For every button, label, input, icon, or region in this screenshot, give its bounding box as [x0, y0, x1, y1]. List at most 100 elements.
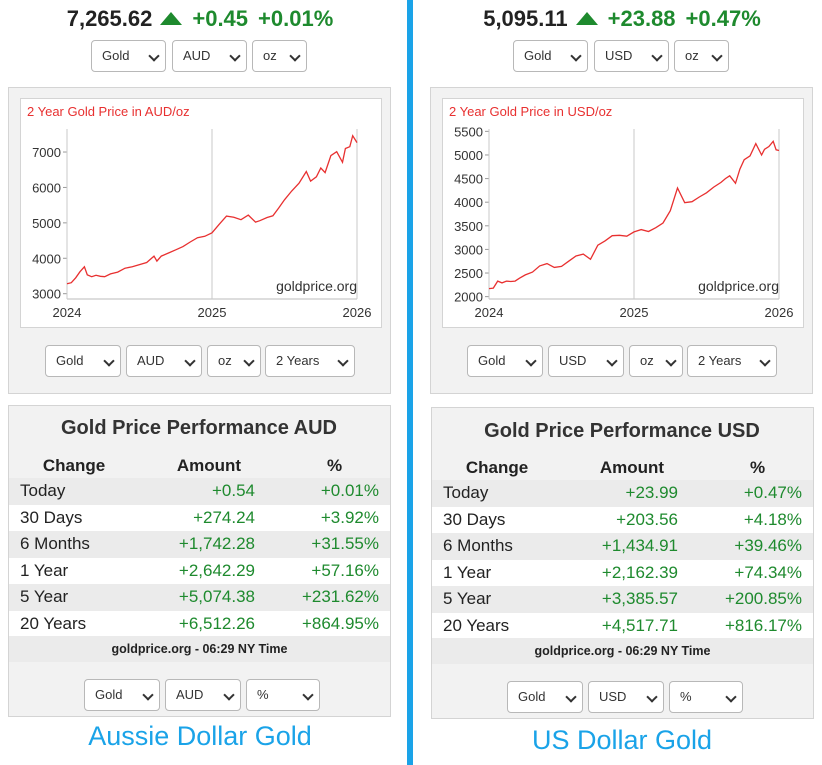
- y-tick-label: 2500: [454, 266, 483, 281]
- table-currency-select[interactable]: USD: [588, 681, 664, 713]
- chart-period-select[interactable]: 2 Years: [687, 345, 777, 377]
- chart-area: 2 Year Gold Price in AUD/oz 3000 4000 5000…: [20, 98, 382, 328]
- table-unit-select[interactable]: %: [246, 679, 320, 711]
- unit-select[interactable]: oz: [674, 40, 729, 72]
- y-tick-label: 5500: [454, 124, 483, 139]
- chart-metal-select[interactable]: Gold: [467, 345, 543, 377]
- percent-value: +39.46%: [702, 533, 813, 560]
- currency-select[interactable]: AUD: [172, 40, 247, 72]
- metal-select[interactable]: Gold: [91, 40, 166, 72]
- current-price: 7,265.62: [66, 6, 153, 31]
- table-row: 1 Year +2,162.39 +74.34%: [432, 559, 813, 586]
- y-tick-label: 3000: [454, 242, 483, 257]
- percent-value: +57.16%: [279, 557, 390, 584]
- chart-area: 2 Year Gold Price in USD/oz 2000 2500 3000…: [442, 98, 804, 328]
- chevron-down-icon: [223, 689, 235, 701]
- period-label: 20 Years: [9, 610, 139, 637]
- up-arrow-icon: [575, 12, 598, 26]
- chart-watermark: goldprice.org: [276, 278, 357, 294]
- table-row: Today +23.99 +0.47%: [432, 480, 813, 507]
- table-row: Today +0.54 +0.01%: [9, 478, 390, 505]
- x-tick-label: 2026: [343, 305, 372, 320]
- column-header: Amount: [176, 455, 242, 475]
- price-change: +0.45: [192, 6, 249, 31]
- price-header: 7,265.62 +0.45 +0.01%: [0, 6, 400, 36]
- chart-unit-select[interactable]: oz: [207, 345, 261, 377]
- chart-metal-select[interactable]: Gold: [45, 345, 121, 377]
- series-line: [488, 139, 780, 290]
- chart-currency-select[interactable]: AUD: [126, 345, 202, 377]
- y-tick-label: 4000: [32, 251, 61, 266]
- period-label: 5 Year: [432, 586, 562, 613]
- performance-table: Change Amount % Today +0.54 +0.01% 30 Days…: [9, 453, 390, 637]
- column-header: Change: [42, 455, 106, 475]
- chevron-down-icon: [606, 355, 618, 367]
- x-tick-label: 2025: [620, 305, 649, 320]
- chevron-down-icon: [646, 691, 658, 703]
- chevron-down-icon: [665, 355, 677, 367]
- column-header: Amount: [599, 457, 665, 477]
- period-label: 20 Years: [432, 612, 562, 639]
- aud-widget: 7,265.62 +0.45 +0.01% Gold AUD oz 2 Year G…: [0, 0, 400, 765]
- column-divider: [407, 0, 413, 765]
- percent-value: +816.17%: [702, 612, 813, 639]
- chevron-down-icon: [229, 50, 241, 62]
- chart-currency-select[interactable]: USD: [548, 345, 624, 377]
- timestamp-footnote: goldprice.org - 06:29 NY Time: [9, 636, 390, 662]
- price-change-percent: +0.47%: [685, 6, 761, 31]
- percent-value: +3.92%: [279, 504, 390, 531]
- chevron-down-icon: [565, 691, 577, 703]
- table-currency-select[interactable]: AUD: [165, 679, 241, 711]
- table-row: 20 Years +4,517.71 +816.17%: [432, 612, 813, 639]
- y-tick-label: 6000: [32, 180, 61, 195]
- chevron-down-icon: [302, 689, 314, 701]
- unit-select[interactable]: oz: [252, 40, 307, 72]
- chart-unit-select[interactable]: oz: [629, 345, 683, 377]
- widget-caption[interactable]: US Dollar Gold: [531, 725, 713, 755]
- table-row: 5 Year +5,074.38 +231.62%: [9, 584, 390, 611]
- series-line: [66, 134, 358, 285]
- percent-value: +864.95%: [279, 610, 390, 637]
- y-tick-label: 7000: [32, 145, 61, 160]
- chevron-down-icon: [711, 50, 723, 62]
- up-arrow-icon: [160, 12, 183, 26]
- chevron-down-icon: [337, 355, 349, 367]
- chevron-down-icon: [525, 355, 537, 367]
- table-header-row: Change Amount %: [9, 453, 390, 478]
- chevron-down-icon: [651, 50, 663, 62]
- period-label: Today: [432, 480, 562, 507]
- widget-caption[interactable]: Aussie Dollar Gold: [88, 721, 312, 751]
- percent-value: +4.18%: [702, 506, 813, 533]
- amount-value: +1,434.91: [562, 533, 702, 560]
- amount-value: +23.99: [562, 480, 702, 507]
- price-chart: 3000 4000 5000 6000 7000 2024 2025 2026 goldpric…: [32, 129, 372, 320]
- table-metal-select[interactable]: Gold: [84, 679, 160, 711]
- chevron-down-icon: [148, 50, 160, 62]
- table-metal-select[interactable]: Gold: [507, 681, 583, 713]
- chart-period-select[interactable]: 2 Years: [265, 345, 355, 377]
- percent-value: +231.62%: [279, 584, 390, 611]
- chart-title: 2 Year Gold Price in USD/oz: [449, 104, 613, 119]
- period-label: 5 Year: [9, 584, 139, 611]
- performance-title: Gold Price Performance AUD: [60, 417, 337, 439]
- period-label: 6 Months: [432, 533, 562, 560]
- x-tick-label: 2025: [198, 305, 227, 320]
- table-unit-select[interactable]: %: [669, 681, 743, 713]
- amount-value: +0.54: [139, 478, 279, 505]
- x-tick-label: 2024: [53, 305, 82, 320]
- currency-select[interactable]: USD: [594, 40, 669, 72]
- amount-value: +3,385.57: [562, 586, 702, 613]
- metal-select[interactable]: Gold: [513, 40, 588, 72]
- chevron-down-icon: [243, 355, 255, 367]
- column-header: Change: [465, 457, 529, 477]
- column-header: %: [326, 455, 343, 475]
- period-label: 30 Days: [432, 506, 562, 533]
- chevron-down-icon: [570, 50, 582, 62]
- table-row: 6 Months +1,742.28 +31.55%: [9, 531, 390, 558]
- amount-value: +2,162.39: [562, 559, 702, 586]
- amount-value: +4,517.71: [562, 612, 702, 639]
- y-tick-label: 2000: [454, 290, 483, 305]
- price-header: 5,095.11 +23.88 +0.47%: [422, 6, 822, 36]
- chevron-down-icon: [289, 50, 301, 62]
- percent-value: +0.01%: [279, 478, 390, 505]
